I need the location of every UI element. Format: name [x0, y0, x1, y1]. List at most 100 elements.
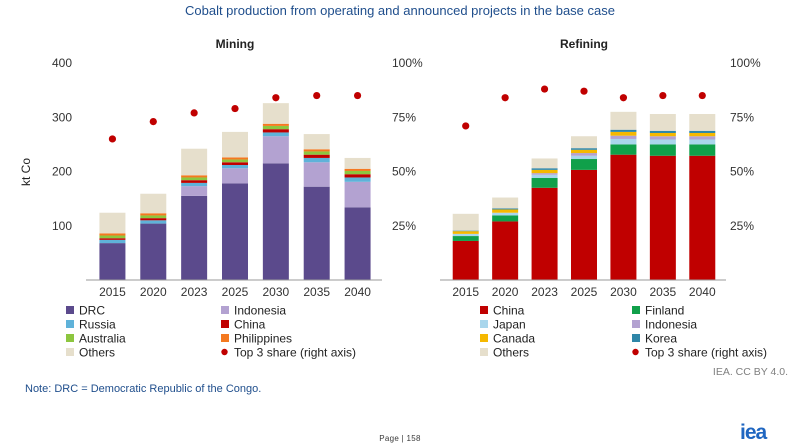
mining-top3-share-point-2025	[231, 104, 239, 113]
refining-bar-china-2040	[689, 155, 716, 280]
mining-legend-label: Australia	[79, 332, 126, 346]
refining-bar-china-2035	[649, 155, 676, 280]
refining-bar-korea-2040	[689, 130, 716, 133]
refining-bar-japan-2025	[571, 155, 597, 160]
mining-bar-china-2015	[99, 238, 126, 240]
refining-bar-korea-2023	[531, 168, 558, 170]
refining-x-tick-label: 2030	[610, 285, 637, 299]
mining-bar-australia-2040	[344, 170, 371, 175]
refining-bar-finland-2025	[571, 159, 597, 170]
refining-legend-label: Finland	[645, 304, 684, 318]
refining-bar-china-2030	[610, 154, 637, 280]
mining-legend-label: Top 3 share (right axis)	[234, 346, 356, 360]
refining-bar-finland-2030	[610, 144, 637, 155]
refining-bar-others-2025	[571, 136, 597, 149]
mining-bar-philippines-2023	[181, 175, 208, 178]
mining-bar-others-2035	[303, 134, 330, 150]
mining-bar-drc-2015	[99, 243, 126, 280]
refining-bar-finland-2035	[649, 144, 676, 156]
refining-bar-japan-2040	[689, 139, 716, 145]
refining-legend-label: Canada	[493, 332, 535, 346]
refining-bar-indonesia-2025	[571, 153, 597, 156]
mining-top3-share-point-2023	[190, 109, 198, 117]
mining-legend-label: Philippines	[234, 332, 292, 346]
mining-bar-philippines-2025	[222, 157, 248, 160]
mining-y2-tick-label: 25%	[392, 219, 416, 233]
mining-legend-swatch	[221, 334, 229, 342]
refining-legend-swatch	[480, 348, 488, 356]
mining-bar-australia-2023	[181, 177, 208, 181]
mining-bar-australia-2030	[262, 125, 289, 130]
mining-bar-russia-2025	[222, 164, 248, 169]
mining-x-tick-label: 2030	[263, 285, 290, 299]
mining-y2-tick-label: 50%	[392, 165, 416, 179]
refining-legend-label: Top 3 share (right axis)	[645, 346, 767, 360]
mining-bar-china-2035	[303, 154, 330, 158]
mining-bar-others-2023	[181, 148, 208, 176]
mining-bar-australia-2025	[222, 159, 248, 163]
mining-bar-drc-2030	[262, 163, 289, 280]
refining-bar-korea-2030	[610, 129, 637, 132]
refining-bar-korea-2020	[492, 208, 519, 210]
mining-top3-share-point-2040	[353, 91, 362, 100]
mining-x-tick-label: 2035	[303, 285, 330, 299]
refining-bar-canada-2015	[452, 231, 479, 234]
mining-bar-china-2020	[140, 218, 167, 221]
refining-bar-indonesia-2040	[689, 136, 716, 140]
mining-x-tick-label: 2025	[222, 285, 249, 299]
mining-bar-australia-2035	[303, 151, 330, 155]
credit-text: IEA. CC BY 4.0.	[712, 366, 788, 378]
refining-legend-label: China	[493, 304, 525, 318]
iea-logo: iea	[740, 421, 767, 444]
refining-bar-china-2020	[492, 221, 519, 280]
refining-top3-share-point-2023	[540, 85, 549, 93]
mining-bar-russia-2015	[99, 239, 126, 244]
refining-top3-share-point-2015	[462, 122, 470, 130]
mining-bar-russia-2040	[344, 177, 371, 182]
mining-bar-china-2023	[181, 180, 208, 183]
mining-bar-russia-2030	[262, 132, 289, 137]
mining-bar-australia-2020	[140, 215, 167, 219]
mining-panel-title: Mining	[216, 37, 255, 51]
mining-x-tick-label: 2020	[140, 285, 167, 299]
refining-bar-china-2025	[571, 169, 597, 280]
mining-legend-label: DRC	[79, 304, 105, 318]
mining-bar-others-2025	[222, 131, 248, 158]
mining-bar-others-2040	[344, 157, 371, 169]
mining-bar-drc-2035	[303, 186, 330, 280]
refining-y2-tick-label: 50%	[730, 165, 754, 179]
refining-bar-japan-2015	[452, 233, 479, 237]
refining-top3-share-point-2030	[619, 94, 628, 102]
refining-bar-others-2040	[689, 113, 716, 131]
note-text: Note: DRC = Democratic Republic of the C…	[25, 383, 262, 395]
mining-bar-indonesia-2030	[262, 136, 289, 164]
mining-legend-swatch	[221, 320, 229, 328]
mining-x-tick-label: 2040	[344, 285, 371, 299]
refining-legend-swatch	[480, 306, 488, 314]
mining-bar-indonesia-2025	[222, 168, 248, 184]
mining-bar-russia-2020	[140, 220, 167, 224]
mining-bar-china-2040	[344, 174, 371, 178]
mining-bar-russia-2023	[181, 182, 208, 187]
refining-top3-share-point-2040	[698, 91, 706, 100]
refining-x-tick-label: 2015	[452, 285, 479, 299]
mining-y-tick-label: 100	[52, 219, 72, 233]
mining-bar-australia-2015	[99, 235, 126, 239]
mining-bar-china-2025	[222, 162, 248, 165]
mining-y2-tick-label: 100%	[392, 56, 423, 70]
mining-bar-others-2020	[140, 193, 167, 214]
refining-legend-label: Indonesia	[645, 318, 697, 332]
refining-x-tick-label: 2035	[650, 285, 677, 299]
mining-top3-share-point-2030	[272, 94, 280, 102]
refining-legend-label: Korea	[645, 332, 677, 346]
refining-legend-swatch	[632, 306, 640, 314]
refining-legend-swatch	[632, 320, 640, 328]
refining-y2-tick-label: 75%	[730, 110, 754, 124]
refining-bar-others-2023	[531, 158, 558, 169]
refining-bar-china-2023	[531, 187, 558, 280]
refining-bar-others-2015	[452, 213, 479, 231]
mining-top3-share-point-2035	[313, 91, 321, 100]
mining-top3-share-point-2020	[149, 117, 157, 126]
refining-bar-japan-2020	[492, 212, 519, 216]
